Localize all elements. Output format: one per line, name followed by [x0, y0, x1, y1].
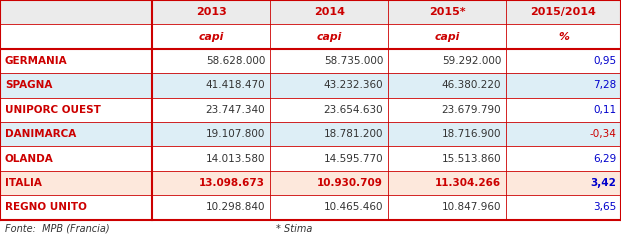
Bar: [0, 0, 152, 25]
Bar: [0, 146, 152, 171]
Text: 14.013.580: 14.013.580: [206, 154, 265, 164]
Text: 0,11: 0,11: [593, 105, 616, 115]
Bar: [152, 73, 270, 98]
Text: 10.847.960: 10.847.960: [442, 203, 501, 213]
Text: 41.418.470: 41.418.470: [206, 80, 265, 90]
Text: OLANDA: OLANDA: [5, 154, 54, 164]
Text: DANIMARCA: DANIMARCA: [5, 129, 76, 139]
Bar: [0, 98, 152, 122]
Text: 58.628.000: 58.628.000: [206, 56, 265, 66]
Bar: [152, 98, 270, 122]
Text: 58.735.000: 58.735.000: [324, 56, 383, 66]
Text: 23.747.340: 23.747.340: [206, 105, 265, 115]
Bar: [506, 73, 621, 98]
Text: 18.781.200: 18.781.200: [324, 129, 383, 139]
Bar: [388, 73, 506, 98]
Bar: [270, 49, 388, 73]
Bar: [270, 146, 388, 171]
Text: 14.595.770: 14.595.770: [324, 154, 383, 164]
Text: 15.513.860: 15.513.860: [442, 154, 501, 164]
Text: -0,34: -0,34: [589, 129, 616, 139]
Text: 2015/2014: 2015/2014: [530, 7, 597, 17]
Bar: [506, 146, 621, 171]
Text: Fonte:  MPB (Francia): Fonte: MPB (Francia): [5, 224, 109, 234]
Bar: [0, 220, 621, 238]
Bar: [270, 122, 388, 146]
Bar: [270, 98, 388, 122]
Bar: [0, 49, 152, 73]
Text: 2013: 2013: [196, 7, 227, 17]
Bar: [506, 49, 621, 73]
Text: 6,29: 6,29: [593, 154, 616, 164]
Text: 18.716.900: 18.716.900: [442, 129, 501, 139]
Text: 23.654.630: 23.654.630: [324, 105, 383, 115]
Text: * Stima: * Stima: [276, 224, 313, 234]
Text: 0,95: 0,95: [593, 56, 616, 66]
Bar: [152, 195, 270, 220]
Text: 3,42: 3,42: [590, 178, 616, 188]
Text: capi: capi: [317, 32, 342, 42]
Bar: [506, 195, 621, 220]
Bar: [152, 122, 270, 146]
Text: REGNO UNITO: REGNO UNITO: [5, 203, 87, 213]
Text: 7,28: 7,28: [593, 80, 616, 90]
Bar: [152, 146, 270, 171]
Bar: [152, 171, 270, 195]
Text: 59.292.000: 59.292.000: [442, 56, 501, 66]
Text: 13.098.673: 13.098.673: [199, 178, 265, 188]
Bar: [270, 171, 388, 195]
Bar: [388, 171, 506, 195]
Bar: [506, 0, 621, 25]
Text: 11.304.266: 11.304.266: [435, 178, 501, 188]
Text: 10.298.840: 10.298.840: [206, 203, 265, 213]
Text: GERMANIA: GERMANIA: [5, 56, 68, 66]
Text: 23.679.790: 23.679.790: [442, 105, 501, 115]
Bar: [388, 195, 506, 220]
Text: capi: capi: [199, 32, 224, 42]
Text: capi: capi: [435, 32, 460, 42]
Bar: [270, 195, 388, 220]
Text: 46.380.220: 46.380.220: [442, 80, 501, 90]
Bar: [270, 73, 388, 98]
Text: 10.930.709: 10.930.709: [317, 178, 383, 188]
Text: 43.232.360: 43.232.360: [324, 80, 383, 90]
Bar: [388, 122, 506, 146]
Bar: [506, 98, 621, 122]
Text: 2015*: 2015*: [429, 7, 465, 17]
Bar: [0, 195, 152, 220]
Bar: [270, 0, 388, 25]
Bar: [388, 49, 506, 73]
Text: 19.107.800: 19.107.800: [206, 129, 265, 139]
Bar: [388, 0, 506, 25]
Text: UNIPORC OUEST: UNIPORC OUEST: [5, 105, 101, 115]
Bar: [152, 49, 270, 73]
Text: 2014: 2014: [314, 7, 345, 17]
Bar: [506, 171, 621, 195]
Bar: [506, 122, 621, 146]
Bar: [0, 171, 152, 195]
Bar: [0, 122, 152, 146]
Bar: [152, 0, 270, 25]
Text: 3,65: 3,65: [593, 203, 616, 213]
Bar: [0, 73, 152, 98]
Text: 10.465.460: 10.465.460: [324, 203, 383, 213]
Bar: [388, 98, 506, 122]
Text: %: %: [558, 32, 569, 42]
Bar: [388, 146, 506, 171]
Text: ITALIA: ITALIA: [5, 178, 42, 188]
Text: SPAGNA: SPAGNA: [5, 80, 52, 90]
